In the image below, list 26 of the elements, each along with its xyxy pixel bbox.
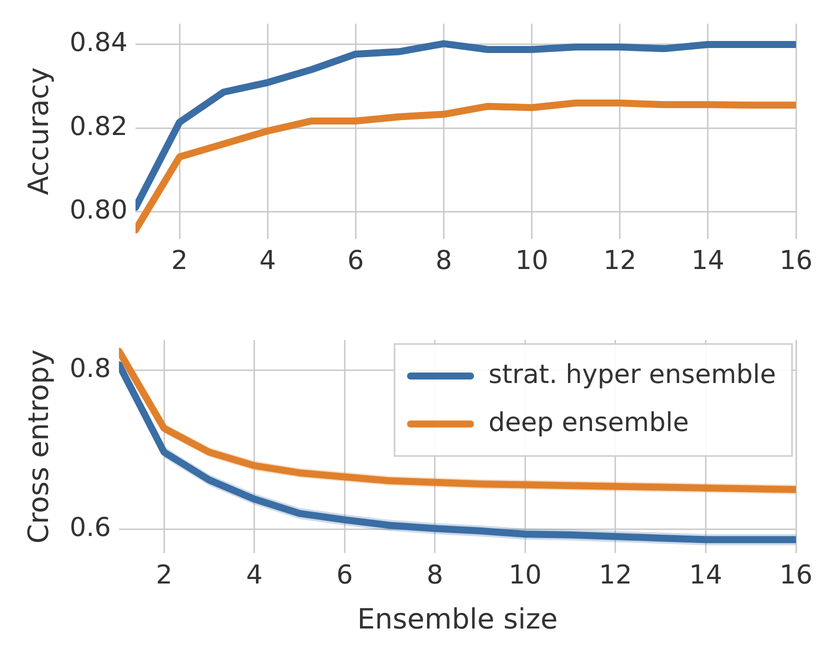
y-tick-label: 0.84 <box>70 28 128 58</box>
x-tick-label: 14 <box>691 246 724 276</box>
y-tick-label: 0.8 <box>70 354 111 384</box>
legend-label: deep ensemble <box>488 408 689 438</box>
x-tick-label: 4 <box>246 560 263 591</box>
y-tick-label: 0.82 <box>70 112 128 142</box>
x-tick-label: 8 <box>426 560 444 591</box>
x-tick-label: 10 <box>508 560 542 591</box>
x-tick-label: 2 <box>156 560 172 591</box>
legend-label: strat. hyper ensemble <box>488 360 776 390</box>
y-tick-label: 0.80 <box>70 195 128 226</box>
x-tick-label: 4 <box>259 246 276 276</box>
x-axis-title: Ensemble size <box>357 602 558 636</box>
y-axis-title: Cross entropy <box>22 350 56 544</box>
x-tick-label: 14 <box>689 560 722 591</box>
x-tick-label: 6 <box>336 560 353 591</box>
y-axis-title: Accuracy <box>22 67 56 196</box>
x-tick-label: 16 <box>779 560 813 591</box>
x-tick-label: 12 <box>598 560 632 591</box>
x-tick-label: 12 <box>603 246 636 276</box>
x-tick-label: 8 <box>435 246 452 276</box>
x-tick-label: 6 <box>347 246 364 276</box>
y-tick-label: 0.6 <box>70 513 111 544</box>
x-tick-label: 16 <box>779 246 813 276</box>
x-tick-label: 10 <box>515 246 548 276</box>
x-tick-label: 2 <box>171 246 188 276</box>
